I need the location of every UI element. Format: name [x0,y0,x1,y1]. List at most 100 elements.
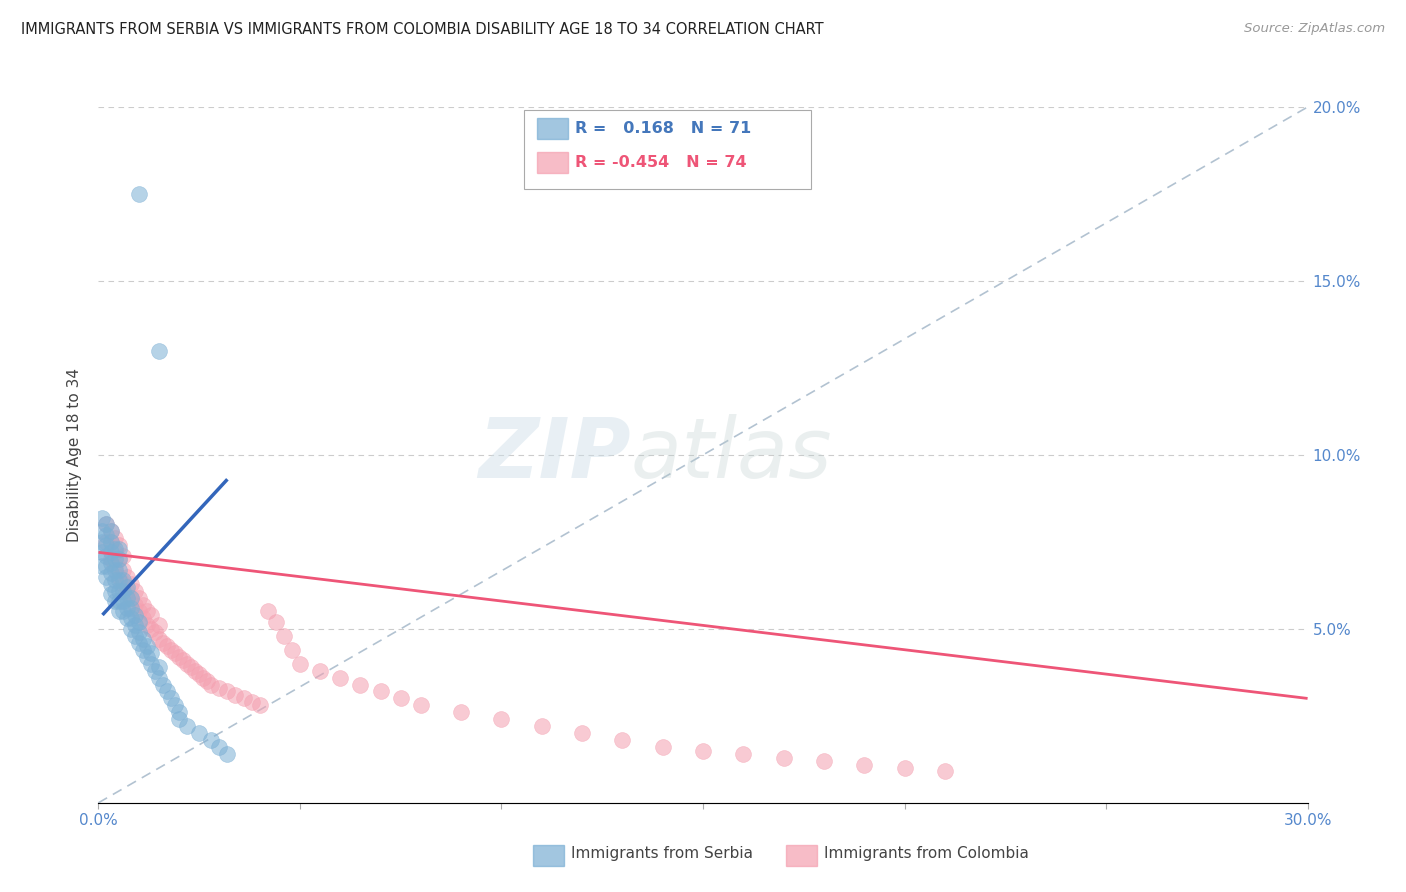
Point [217,747,239,761]
Point [309,664,332,678]
Point [143,664,166,678]
Point [100,524,122,539]
Point [135,639,157,653]
Point [124,583,146,598]
Point [100,552,122,566]
Point [103,545,125,559]
Point [132,598,155,612]
Point [115,601,138,615]
Point [772,750,794,764]
Text: R = -0.454   N = 74: R = -0.454 N = 74 [575,155,747,169]
Point [188,726,211,740]
Point [120,601,142,615]
Point [152,677,174,691]
Point [111,563,134,577]
Point [115,591,138,605]
Point [132,611,155,625]
Point [120,591,142,605]
Text: ZIP: ZIP [478,415,630,495]
Point [100,576,122,591]
Point [115,570,138,584]
Point [103,573,125,587]
Point [217,684,239,698]
Point [96,534,118,549]
Point [264,615,287,629]
Point [813,754,835,768]
Point [91,545,114,559]
Point [128,625,150,640]
Point [100,587,122,601]
Point [111,549,134,563]
Point [100,545,122,559]
Point [612,733,634,747]
Point [120,576,142,591]
Point [100,556,122,570]
Point [208,681,231,695]
Point [100,524,122,539]
Point [107,552,129,566]
Point [200,677,222,691]
Point [184,664,207,678]
Point [107,538,129,552]
Point [100,534,122,549]
Point [128,591,150,605]
Point [91,524,114,539]
Point [120,622,142,636]
Point [91,534,114,549]
Text: Immigrants from Colombia: Immigrants from Colombia [824,847,1029,861]
Point [195,674,218,689]
Point [103,532,125,546]
Point [111,605,134,619]
Point [329,671,352,685]
Text: atlas: atlas [630,415,832,495]
Point [120,611,142,625]
Text: R =   0.168   N = 71: R = 0.168 N = 71 [575,121,751,136]
Point [163,698,186,713]
Point [135,618,157,632]
Point [107,605,129,619]
Text: Immigrants from Serbia: Immigrants from Serbia [571,847,752,861]
Point [111,594,134,608]
Point [91,510,114,524]
Text: Source: ZipAtlas.com: Source: ZipAtlas.com [1244,22,1385,36]
Point [156,684,179,698]
Point [111,573,134,587]
Point [103,594,125,608]
Point [148,618,170,632]
Point [120,591,142,605]
Point [167,649,190,664]
Point [103,583,125,598]
Point [370,684,392,698]
Point [491,712,513,726]
Point [249,698,271,713]
Point [148,632,170,647]
Point [232,691,254,706]
Point [156,639,179,653]
Point [934,764,956,779]
Point [96,570,118,584]
Y-axis label: Disability Age 18 to 34: Disability Age 18 to 34 [67,368,83,542]
Point [256,605,278,619]
Point [651,740,673,755]
Point [450,706,472,720]
Point [107,573,129,587]
Point [176,657,198,671]
Point [96,517,118,532]
Point [148,343,170,358]
Point [172,653,194,667]
Point [100,534,122,549]
Point [96,559,118,574]
Point [115,580,138,594]
Point [124,607,146,622]
Point [188,667,211,681]
Point [96,549,118,563]
Point [148,671,170,685]
Point [103,563,125,577]
Point [132,632,155,647]
Point [96,528,118,542]
Point [111,576,134,591]
Point [96,517,118,532]
Point [128,605,150,619]
Point [132,642,155,657]
Point [281,642,304,657]
